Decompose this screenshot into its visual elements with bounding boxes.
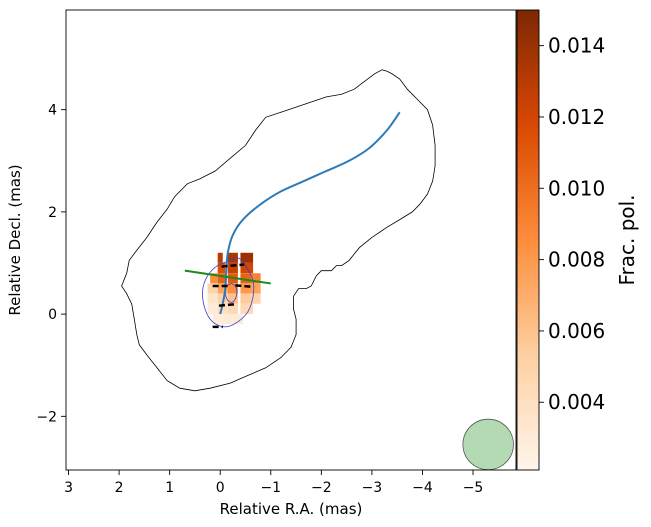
polarization-pixel (250, 273, 261, 284)
ridge-line (184, 269, 271, 285)
polarization-pixel (207, 303, 218, 315)
evpa-tick (235, 284, 251, 288)
evpa-ticks (212, 263, 251, 329)
evpa-tick (221, 263, 245, 268)
polarization-pixel (217, 283, 228, 294)
polarization-pixel (227, 252, 238, 263)
colorbar-tick-label: 0.006 (548, 319, 605, 343)
polarization-pixel (217, 252, 223, 263)
colorbar-label: Frac. pol. (615, 194, 639, 285)
polarization-pixel (240, 293, 254, 304)
x-tick-label: 1 (165, 480, 174, 496)
colorbar-tick-label: 0.010 (548, 176, 605, 200)
y-axis-ticks: −2 0 2 4 (36, 103, 66, 425)
polarization-pixel (250, 293, 261, 304)
y-axis-label: Relative Decl. (mas) (6, 164, 24, 315)
colorbar-tick-label: 0.014 (548, 34, 605, 58)
polarization-pixel (227, 263, 238, 274)
polarization-pixel (210, 273, 218, 284)
x-axis-label: Relative R.A. (mas) (220, 500, 363, 518)
y-tick-label: −2 (36, 409, 57, 425)
polarization-pixel (217, 303, 228, 315)
polarization-pixel (212, 314, 223, 325)
beam-ellipse (462, 418, 514, 470)
polarization-pixel (240, 283, 254, 294)
x-tick-label: 3 (64, 480, 73, 496)
inner-intensity-contour (202, 257, 255, 328)
polarization-pixel (207, 283, 218, 294)
polarization-pixel (227, 293, 238, 304)
plot-background (66, 10, 516, 470)
x-axis-ticks: 3 2 1 0 −1 −2 −3 −4 −5 (64, 470, 483, 496)
plot-area (65, 9, 517, 471)
y-tick-label: 2 (48, 205, 57, 221)
x-tick-label: −4 (412, 480, 433, 496)
colorbar: 0.004 0.006 0.008 0.010 0.012 0.014 Frac. pol… (516, 9, 639, 471)
x-tick-label: −3 (362, 480, 383, 496)
colorbar-tick-label: 0.008 (548, 248, 605, 272)
polarization-pixels (207, 252, 261, 325)
y-tick-label: 0 (48, 307, 57, 323)
polarization-pixel (240, 273, 254, 284)
polarization-pixel (240, 252, 254, 263)
polarization-pixel (250, 283, 261, 294)
x-tick-label: −1 (260, 480, 281, 496)
x-tick-label: −5 (463, 480, 484, 496)
x-tick-label: 0 (216, 480, 225, 496)
plot-frame (65, 9, 517, 471)
evpa-tick (218, 302, 237, 307)
y-tick-label: 4 (48, 103, 57, 119)
polarization-pixel (227, 283, 238, 294)
polarization-pixel (222, 314, 233, 325)
colorbar-tick-label: 0.004 (548, 390, 605, 414)
polarization-pixel (207, 293, 218, 304)
polarization-pixel (217, 273, 226, 284)
jet-trajectory-curve (219, 111, 401, 315)
polarization-pixel (232, 314, 243, 325)
polarization-pixel (217, 263, 226, 274)
colorbar-ticks: 0.004 0.006 0.008 0.010 0.012 0.014 (539, 34, 605, 414)
polarization-pixel (227, 303, 238, 315)
x-tick-label: −2 (311, 480, 332, 496)
colorbar-gradient (516, 9, 540, 471)
outer-intensity-contour (121, 69, 436, 392)
x-tick-label: 2 (115, 480, 124, 496)
colorbar-tick-label: 0.012 (548, 105, 605, 129)
polarization-pixel (240, 303, 254, 315)
